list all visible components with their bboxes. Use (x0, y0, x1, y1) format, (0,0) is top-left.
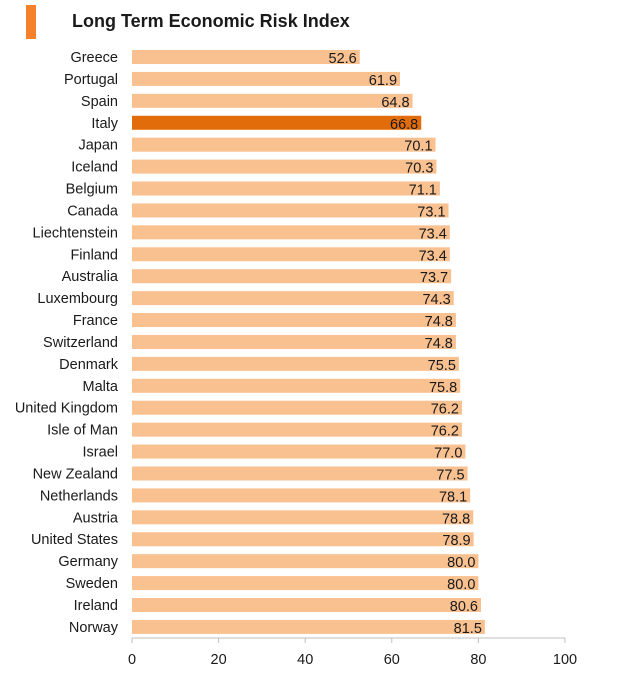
category-label: Belgium (66, 182, 118, 198)
category-label: Israel (83, 445, 118, 461)
bar-italy (132, 115, 422, 130)
chart-title: Long Term Economic Risk Index (72, 11, 350, 31)
value-label: 73.4 (419, 248, 447, 264)
bar-luxembourg (132, 291, 454, 306)
value-label: 80.0 (447, 577, 475, 593)
category-label: Finland (70, 247, 118, 263)
bar-switzerland (132, 334, 456, 349)
title-accent-bar (26, 5, 36, 39)
bar-netherlands (132, 488, 471, 503)
category-label: Isle of Man (47, 423, 118, 439)
value-label: 61.9 (369, 73, 397, 89)
bar-germany (132, 554, 479, 569)
bar-sweden (132, 576, 479, 591)
x-tick-label: 40 (297, 652, 313, 668)
value-label: 71.1 (409, 183, 437, 199)
value-label: 75.5 (428, 358, 456, 374)
bar-portugal (132, 71, 401, 86)
category-label: Austria (73, 510, 119, 526)
x-axis-ticks: 0 20 40 60 80 100 (128, 638, 577, 668)
x-tick-label: 80 (470, 652, 486, 668)
value-label: 66.8 (390, 117, 418, 133)
category-label: Sweden (66, 576, 118, 592)
category-label: Japan (78, 138, 118, 154)
bars-group (132, 50, 485, 634)
bar-australia (132, 269, 452, 284)
bar-isle-of-man (132, 422, 462, 437)
value-label: 74.8 (425, 314, 453, 330)
value-label: 76.2 (431, 424, 459, 440)
bar-finland (132, 247, 450, 262)
category-label: Italy (91, 116, 118, 132)
x-tick-label: 100 (553, 652, 577, 668)
category-label: Luxembourg (37, 291, 118, 307)
category-labels: Greece Portugal Spain Italy Japan Iceland Belg… (15, 50, 119, 636)
category-label: New Zealand (33, 466, 118, 482)
value-label: 78.8 (442, 511, 470, 527)
category-label: Malta (83, 379, 119, 395)
value-label: 78.9 (442, 533, 470, 549)
bar-israel (132, 444, 466, 459)
category-label: Norway (69, 620, 119, 636)
bar-france (132, 313, 456, 328)
category-label: Denmark (59, 357, 119, 373)
x-tick-label: 60 (384, 652, 400, 668)
category-label: Iceland (71, 160, 118, 176)
value-label: 70.1 (404, 139, 432, 155)
bar-malta (132, 378, 461, 393)
category-label: Portugal (64, 72, 118, 88)
bar-canada (132, 203, 449, 218)
category-label: United States (31, 532, 118, 548)
bar-denmark (132, 356, 459, 371)
bar-liechtenstein (132, 225, 450, 240)
bar-austria (132, 510, 474, 525)
bar-japan (132, 137, 436, 152)
category-label: Netherlands (40, 488, 118, 504)
bar-iceland (132, 159, 437, 174)
value-label: 64.8 (381, 95, 409, 111)
value-label: 77.5 (436, 467, 464, 483)
bar-belgium (132, 181, 440, 196)
value-label: 77.0 (434, 446, 462, 462)
value-label: 76.2 (431, 402, 459, 418)
category-label: Ireland (74, 598, 118, 614)
x-tick-label: 20 (211, 652, 227, 668)
bar-united-states (132, 532, 474, 547)
bar-ireland (132, 598, 481, 612)
category-label: Germany (58, 554, 118, 570)
category-label: Spain (81, 94, 118, 110)
value-labels: 52.6 61.9 64.8 66.8 70.1 70.3 71.1 73.1 73.4 73.4… (329, 51, 482, 637)
bar-spain (132, 93, 413, 108)
category-label: Liechtenstein (33, 225, 118, 241)
value-label: 81.5 (454, 621, 482, 637)
value-label: 70.3 (405, 161, 433, 177)
value-label: 52.6 (329, 51, 357, 67)
bar-united-kingdom (132, 400, 462, 415)
x-tick-label: 0 (128, 652, 136, 668)
category-label: Greece (70, 50, 118, 66)
value-label: 73.7 (420, 270, 448, 286)
category-label: United Kingdom (15, 401, 118, 417)
value-label: 80.6 (450, 599, 478, 615)
value-label: 74.8 (425, 336, 453, 352)
category-label: Australia (62, 269, 119, 285)
bar-greece (132, 50, 360, 64)
value-label: 74.3 (422, 292, 450, 308)
category-label: France (73, 313, 118, 329)
category-label: Switzerland (43, 335, 118, 351)
value-label: 78.1 (439, 489, 467, 505)
value-label: 73.1 (417, 204, 445, 220)
category-label: Canada (67, 203, 119, 219)
bar-norway (132, 619, 485, 634)
value-label: 75.8 (429, 380, 457, 396)
bar-new-zealand (132, 466, 468, 481)
value-label: 80.0 (447, 555, 475, 571)
value-label: 73.4 (419, 226, 447, 242)
